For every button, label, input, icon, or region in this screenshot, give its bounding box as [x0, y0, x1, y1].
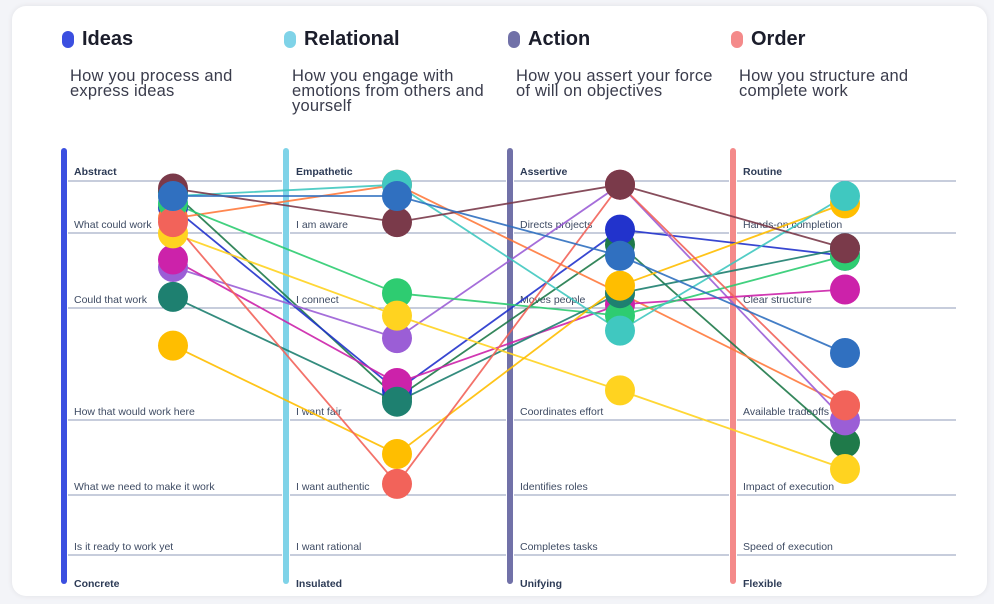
series-line: [172, 191, 846, 444]
series-line: [172, 183, 846, 407]
column-header-action: Action How you assert your force of will …: [508, 28, 723, 99]
series-line: [172, 206, 846, 392]
column-title: Ideas: [62, 28, 277, 51]
level-label: Impact of execution: [743, 481, 834, 493]
level-label: Clear structure: [743, 294, 812, 306]
column-name: Order: [751, 28, 806, 50]
series-point: [605, 169, 635, 200]
level-label: How that would work here: [74, 406, 195, 418]
axis-top-label: Routine: [743, 166, 782, 178]
series-point: [382, 278, 412, 309]
column-description: How you assert your force of will on obj…: [516, 67, 713, 100]
series-line: [172, 202, 846, 317]
column-color-dot: [284, 31, 296, 48]
series-point: [158, 281, 188, 312]
series-point: [382, 207, 412, 238]
axis-bar-ideas: [61, 148, 67, 584]
series-line: [173, 195, 846, 354]
column-color-dot: [62, 31, 74, 48]
series-point: [830, 233, 860, 264]
level-label: I want fair: [296, 406, 342, 418]
column-name: Action: [528, 28, 591, 50]
axis-bottom-label: Unifying: [520, 578, 562, 590]
series-line: [172, 183, 846, 486]
column-color-dot: [731, 31, 743, 48]
axis-bar-action: [507, 148, 513, 584]
level-label: I want rational: [296, 541, 361, 553]
level-label: Hands-on completion: [743, 219, 842, 231]
column-name: Ideas: [82, 28, 134, 50]
level-label: I want authentic: [296, 481, 370, 493]
series-point: [382, 468, 412, 499]
column-title: Action: [508, 28, 723, 51]
series-line: [172, 183, 846, 422]
series-point: [382, 300, 412, 331]
level-label: Directs projects: [520, 219, 592, 231]
series-line: [172, 232, 846, 470]
column-title: Relational: [284, 28, 499, 51]
level-label: Coordinates effort: [520, 406, 603, 418]
series-point: [382, 181, 412, 211]
level-label: Could that work: [74, 294, 148, 306]
series-line: [172, 183, 846, 250]
axis-top-label: Abstract: [74, 166, 117, 178]
level-label: What could work: [74, 219, 152, 231]
axis-bar-relational: [283, 148, 289, 584]
series-point: [830, 454, 860, 484]
axis-bottom-label: Insulated: [296, 578, 342, 590]
column-description: How you engage with emotions from others…: [292, 67, 484, 115]
series-point: [605, 240, 635, 271]
axis-top-label: Empathetic: [296, 166, 353, 178]
series-point: [158, 244, 188, 275]
axis-bottom-label: Concrete: [74, 578, 120, 590]
series-line: [172, 183, 846, 332]
series-point: [830, 274, 860, 305]
series-point: [830, 390, 860, 421]
series-point: [830, 181, 860, 211]
column-header-order: Order How you structure and complete work: [731, 28, 946, 99]
series-point: [382, 323, 412, 354]
series-point: [382, 386, 412, 417]
series-point: [158, 330, 188, 361]
column-title: Order: [731, 28, 946, 51]
series-point: [605, 270, 635, 301]
series-point: [830, 427, 860, 458]
series-line: [172, 247, 846, 403]
level-label: I connect: [296, 294, 339, 306]
series-point: [158, 207, 188, 238]
series-point: [158, 181, 188, 211]
level-label: I am aware: [296, 219, 348, 231]
column-description: How you structure and complete work: [739, 67, 909, 100]
level-label: Identifies roles: [520, 481, 588, 493]
level-label: Is it ready to work yet: [74, 541, 173, 553]
column-color-dot: [508, 31, 520, 48]
series-point: [605, 315, 635, 346]
series-point: [605, 375, 635, 406]
column-header-relational: Relational How you engage with emotions f…: [284, 28, 499, 114]
level-label: What we need to make it work: [74, 481, 215, 493]
series-line: [172, 258, 846, 384]
series-point: [382, 439, 412, 469]
axis-bar-order: [730, 148, 736, 584]
axis-bottom-label: Flexible: [743, 578, 782, 590]
column-name: Relational: [304, 28, 400, 50]
series-point: [830, 338, 860, 368]
series-line: [172, 202, 846, 456]
column-description: How you process and express ideas: [70, 67, 233, 100]
axis-top-label: Assertive: [520, 166, 567, 178]
column-header-ideas: Ideas How you process and express ideas: [62, 28, 277, 99]
level-label: Speed of execution: [743, 541, 833, 553]
level-label: Completes tasks: [520, 541, 598, 553]
series-point: [605, 214, 635, 245]
